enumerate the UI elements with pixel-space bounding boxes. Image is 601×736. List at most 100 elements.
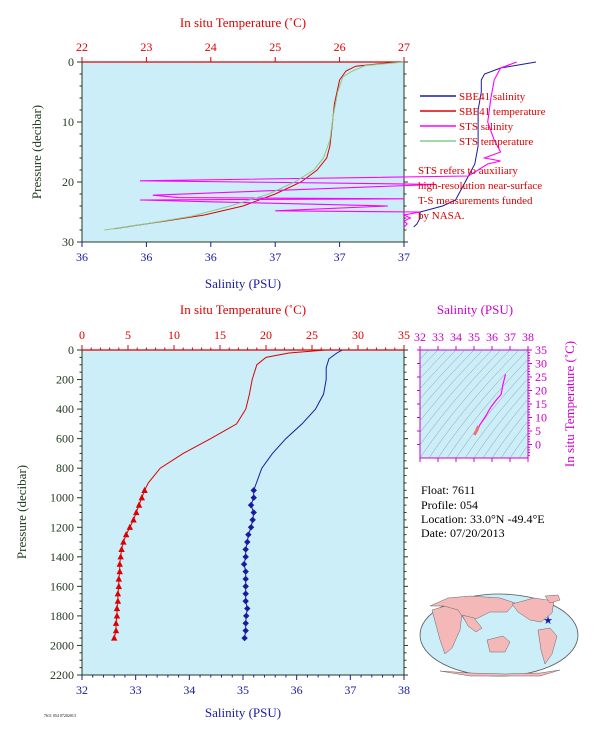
full-depth-series bbox=[111, 349, 343, 642]
note-line: high-resolution near-surface bbox=[418, 180, 542, 192]
temp-tick-label: 24 bbox=[205, 40, 217, 54]
salinity-marker bbox=[249, 516, 256, 524]
salinity-marker bbox=[250, 494, 257, 501]
temperature-marker bbox=[120, 538, 127, 545]
series-line bbox=[413, 61, 537, 228]
density-isoline bbox=[420, 350, 493, 434]
profile-number: Profile: 054 bbox=[421, 498, 478, 512]
sal-tick-label: 33 bbox=[130, 683, 142, 697]
ts-temp-tick-label: 25 bbox=[535, 370, 547, 384]
density-isoline bbox=[420, 350, 511, 458]
temperature-marker bbox=[117, 553, 124, 560]
top-sal-axis-title: Salinity (PSU) bbox=[205, 276, 281, 291]
salinity-marker bbox=[243, 612, 250, 620]
temp-tick-label: 25 bbox=[269, 40, 281, 54]
legend-label: SBE41 salinity bbox=[459, 91, 526, 103]
near-surface-panel: In situ Temperature (˚C) Salinity (PSU) … bbox=[29, 15, 546, 291]
temperature-marker bbox=[112, 627, 120, 634]
temperature-marker bbox=[112, 619, 120, 626]
density-isoline bbox=[491, 409, 528, 458]
full-depth-plot-area bbox=[81, 349, 405, 676]
density-isoline bbox=[455, 368, 528, 458]
pres-tick-label: 2200 bbox=[50, 668, 74, 682]
temperature-marker bbox=[116, 567, 123, 575]
series-line bbox=[104, 61, 405, 231]
ts-sal-tick-label: 37 bbox=[504, 330, 516, 344]
continent-south-america bbox=[537, 627, 558, 665]
continent-eurasia bbox=[429, 595, 516, 623]
ts-temp-tick-label: 35 bbox=[535, 343, 547, 357]
temperature-marker bbox=[133, 508, 140, 516]
continent-australia bbox=[486, 635, 511, 653]
note-line: by NASA. bbox=[418, 210, 465, 222]
temp-tick-label: 27 bbox=[398, 40, 410, 54]
ts-diagram-panel: Salinity (PSU) In situ Temperature (˚C) … bbox=[414, 302, 577, 467]
density-isoline bbox=[500, 420, 528, 458]
near-surface-plot-area bbox=[81, 61, 405, 243]
density-isoline bbox=[420, 350, 475, 411]
legend-label: STS salinity bbox=[459, 121, 514, 133]
sal-tick-label: 36 bbox=[76, 250, 88, 264]
density-isoline bbox=[420, 350, 484, 422]
sal-tick-label: 36 bbox=[205, 250, 217, 264]
salinity-marker bbox=[242, 546, 249, 553]
density-isoline bbox=[437, 350, 528, 458]
sal-tick-label: 37 bbox=[398, 250, 410, 264]
sal-tick-label: 34 bbox=[183, 683, 195, 697]
salinity-marker bbox=[247, 524, 255, 531]
pres-tick-label: 0 bbox=[68, 343, 74, 357]
date: Date: 07/20/2013 bbox=[421, 526, 505, 540]
density-isoline bbox=[420, 350, 502, 446]
continent-south-asia bbox=[461, 614, 483, 633]
full-depth-ticks: 0 5 10 15 20 25 30 35 32 33 34 35 36 37 38 0 200 400 600 80… bbox=[50, 328, 410, 697]
ts-sal-tick-label: 35 bbox=[468, 330, 480, 344]
float-id: Float: 7611 bbox=[421, 483, 476, 497]
temp-tick-label: 25 bbox=[306, 328, 318, 342]
salinity-marker bbox=[242, 590, 249, 597]
temperature-marker bbox=[114, 597, 122, 604]
full-depth-panel: In situ Temperature (˚C) Salinity (PSU) … bbox=[14, 302, 410, 720]
density-isoline bbox=[428, 350, 520, 458]
ts-temp-tick-label: 5 bbox=[535, 424, 541, 438]
temp-tick-label: 20 bbox=[260, 328, 272, 342]
salinity-marker bbox=[250, 509, 257, 516]
pres-tick-label: 400 bbox=[56, 402, 74, 416]
ts-temp-tick-label: 20 bbox=[535, 384, 547, 398]
temperature-marker bbox=[122, 531, 130, 538]
series-line bbox=[114, 61, 398, 230]
pres-tick-label: 600 bbox=[56, 432, 74, 446]
ts-temp-tick-label: 15 bbox=[535, 397, 547, 411]
legend: SBE41 salinity SBE41 temperature STS salin… bbox=[420, 91, 546, 148]
density-isoline bbox=[509, 432, 528, 458]
salinity-marker bbox=[242, 583, 249, 590]
salinity-marker bbox=[244, 538, 251, 546]
series-line bbox=[139, 61, 517, 228]
pres-tick-label: 20 bbox=[62, 175, 74, 189]
top-temp-axis-title: In situ Temperature (˚C) bbox=[180, 15, 306, 30]
temp-tick-label: 15 bbox=[214, 328, 226, 342]
ts-sal-tick-label: 34 bbox=[450, 330, 462, 344]
pres-tick-label: 1400 bbox=[50, 550, 74, 564]
legend-label: SBE41 temperature bbox=[459, 106, 546, 118]
salinity-marker bbox=[250, 487, 257, 494]
temperature-marker bbox=[118, 545, 125, 553]
ts-sal-tick-label: 36 bbox=[486, 330, 498, 344]
note-line: STS refers to auxiliary bbox=[418, 165, 518, 177]
sal-tick-label: 36 bbox=[291, 683, 303, 697]
temperature-marker bbox=[115, 582, 122, 589]
sal-tick-label: 37 bbox=[334, 250, 346, 264]
ts-sal-tick-label: 32 bbox=[414, 330, 426, 344]
density-isoline bbox=[473, 388, 528, 458]
density-isoline bbox=[446, 358, 528, 458]
temp-tick-label: 5 bbox=[125, 328, 131, 342]
bottom-temp-axis-title: In situ Temperature (˚C) bbox=[180, 302, 306, 317]
location: Location: 33.0°N -49.4°E bbox=[421, 512, 545, 526]
sal-tick-label: 35 bbox=[237, 683, 249, 697]
world-map: ★ bbox=[419, 593, 579, 677]
pres-tick-label: 30 bbox=[62, 235, 74, 249]
footer-tag: 7611 054 07202013 bbox=[44, 713, 76, 718]
sal-tick-label: 38 bbox=[398, 683, 410, 697]
pres-tick-label: 2000 bbox=[50, 638, 74, 652]
